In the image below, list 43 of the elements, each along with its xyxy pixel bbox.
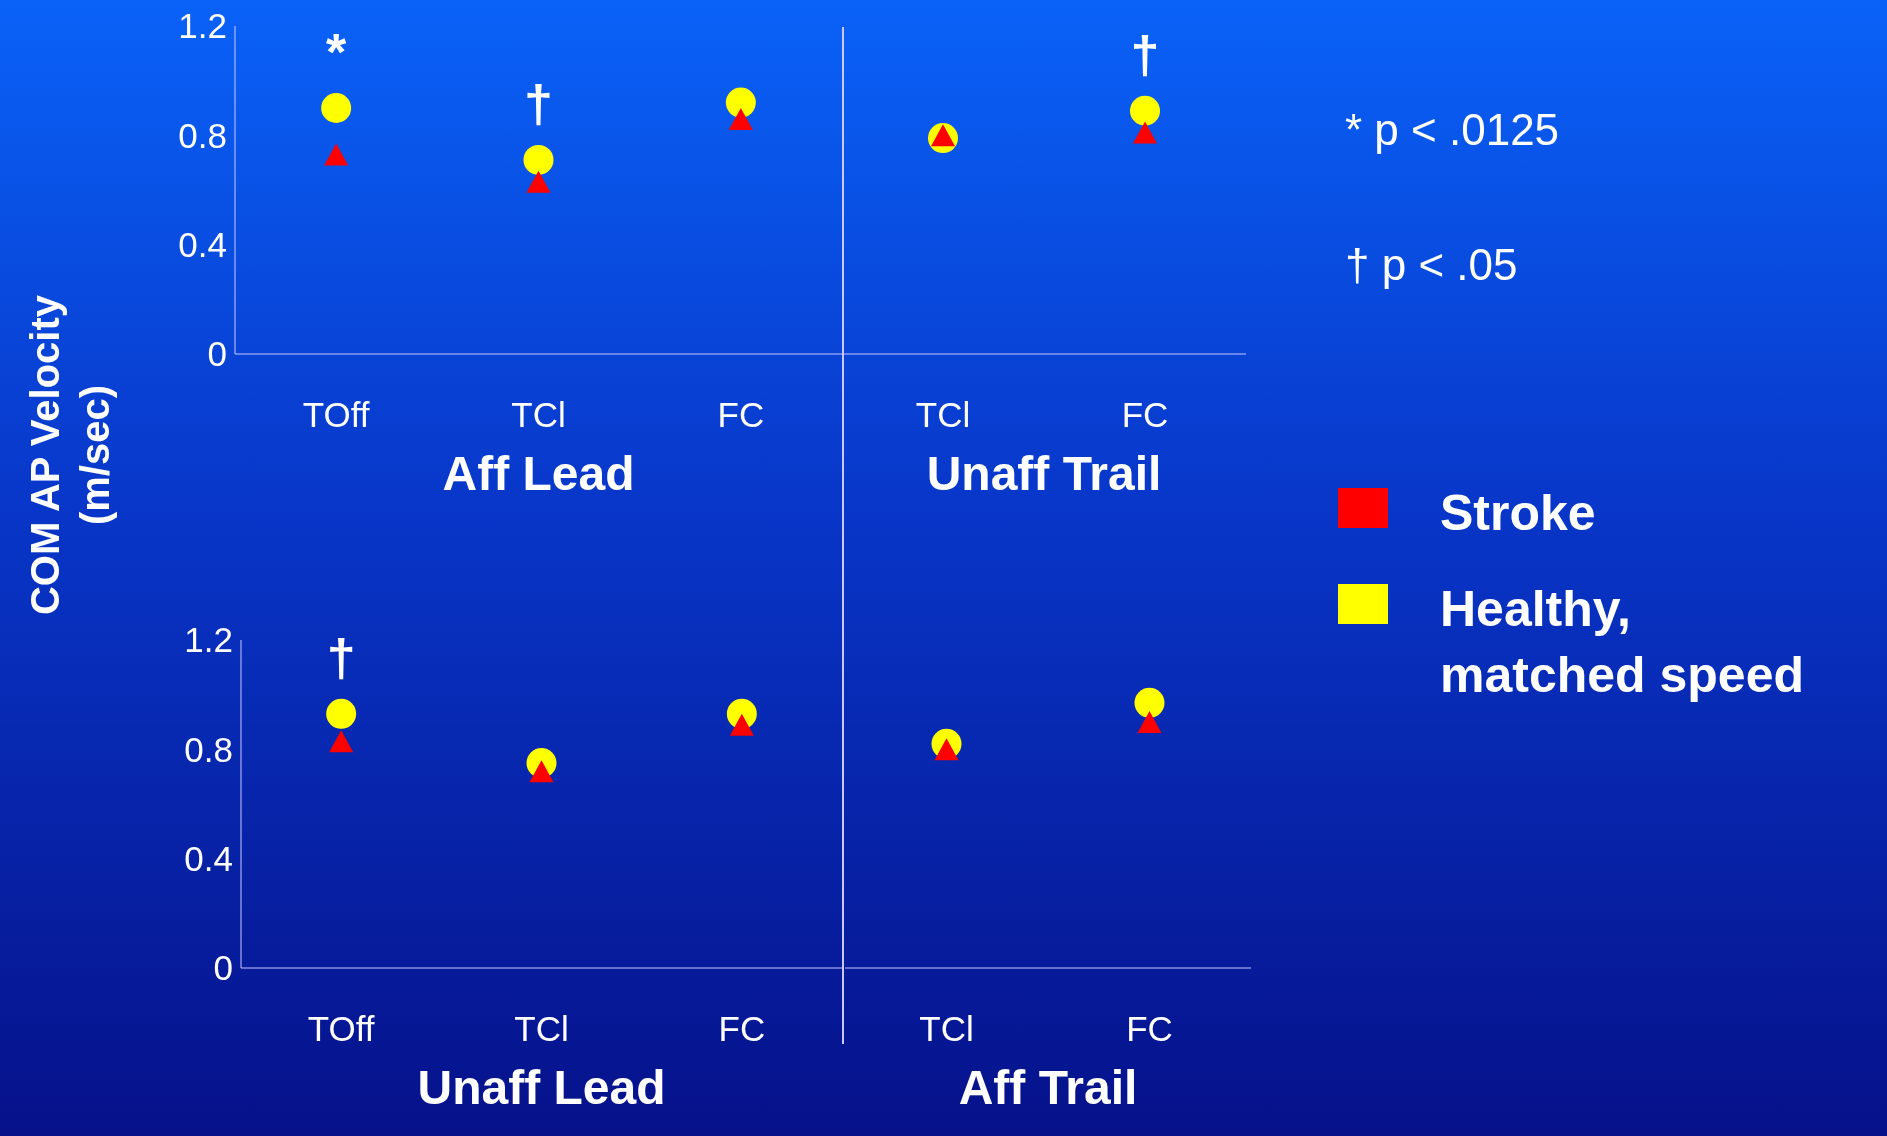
x-axis-title: Aff Lead [442, 447, 635, 500]
point [1130, 95, 1160, 126]
point [321, 93, 352, 123]
point [728, 107, 753, 130]
text: † p < .05 [1345, 240, 1518, 290]
point [523, 144, 554, 175]
x-tick-label: FC [1121, 394, 1169, 434]
legend-label: Stroke [1440, 484, 1597, 543]
x-tick-label: FC [718, 1008, 766, 1048]
point [1133, 121, 1157, 144]
point [1134, 687, 1165, 718]
x-tick-label: TOff [307, 1008, 375, 1048]
point [526, 170, 551, 193]
data-label: † [1130, 25, 1160, 84]
x-tick-label: TOff [302, 394, 370, 434]
y-tick-label: 1.2 [178, 6, 227, 46]
y-tick-label: 0.4 [178, 225, 227, 265]
x-tick-label: TCl [511, 394, 566, 434]
point [1137, 711, 1162, 733]
x-tick-label: TCl [919, 1008, 974, 1048]
x-tick-label: TCl [915, 394, 971, 434]
x-tick-label: FC [717, 394, 765, 434]
y-tick-label: 0.4 [184, 839, 233, 879]
data-label: † [326, 628, 356, 687]
x-axis-title: Unaff Lead [417, 1061, 666, 1114]
y-axis-title: COM AP Velocity (m/sec) [22, 293, 118, 618]
x-axis-title: Unaff Trail [926, 447, 1162, 500]
y-tick-label: 1.2 [184, 620, 233, 660]
data-label: * [326, 23, 348, 81]
point [329, 730, 354, 753]
x-axis-title: Aff Trail [958, 1061, 1138, 1114]
point [725, 87, 756, 118]
text: * p < .0125 [1345, 105, 1560, 155]
x-tick-label: FC [1126, 1008, 1173, 1048]
y-tick-label: 0.8 [178, 115, 227, 155]
data-label: † [524, 74, 553, 133]
point [324, 143, 349, 166]
x-tick-label: TCl [514, 1008, 569, 1048]
y-tick-label: 0 [213, 948, 233, 988]
y-tick-label: 0.8 [184, 729, 233, 769]
legend-label: Healthy, matched speed [1440, 580, 1805, 705]
y-tick-label: 0 [207, 334, 227, 374]
point [326, 698, 357, 729]
